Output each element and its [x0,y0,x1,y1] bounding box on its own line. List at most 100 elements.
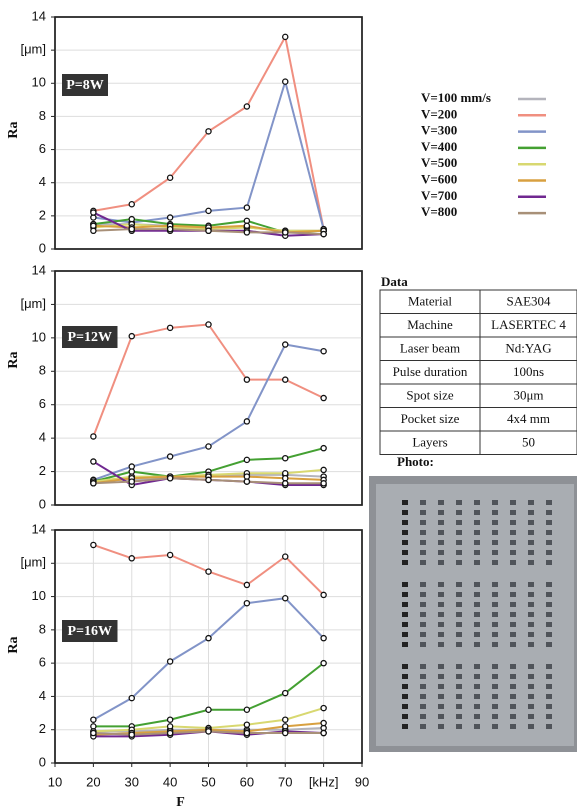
y-tick-label: 0 [39,754,46,769]
data-point [320,591,327,599]
y-tick-label: 10 [32,329,46,344]
x-tick-label: [kHz] [309,774,339,789]
table-text: SAE304 [506,294,551,309]
photo-pocket [456,500,462,505]
data-point [90,209,97,216]
data-point [128,731,135,738]
photo-pocket [402,694,408,699]
photo-pocket [456,664,462,669]
photo-pocket [510,540,516,545]
plot-area [54,270,363,506]
data-point [128,478,135,485]
data-point [320,466,327,474]
photo-pocket [438,704,444,709]
legend-label: V=500 [421,155,457,170]
photo-pocket [402,714,408,719]
plot-frame [54,270,363,506]
data-point [243,478,251,485]
photo-pocket [456,520,462,525]
photo-pocket [510,664,516,669]
photo-pocket [456,510,462,515]
y-tick-label: 6 [39,396,46,411]
photo-pocket [402,500,408,505]
photo-pocket [420,674,426,679]
legend-label: V=100 mm/s [421,90,491,105]
data-point [281,454,289,462]
photo-pocket [528,550,534,555]
photo-pocket [528,684,534,689]
photo-pocket [438,632,444,637]
x-axis-label: F [176,795,185,810]
photo-pocket [528,724,534,729]
photo-pocket [420,602,426,607]
y-tick-label: 2 [39,207,46,222]
photo-pocket [528,674,534,679]
photo-pocket [420,622,426,627]
data-point [205,128,212,135]
panel-label-text: P=16W [67,624,112,639]
x-tick-label: 20 [86,774,100,789]
photo-pocket [492,560,498,565]
photo-pocket [456,622,462,627]
photo-pocket [420,642,426,647]
photo-pocket [474,510,480,515]
photo-pocket [456,684,462,689]
photo-pocket [456,582,462,587]
y-tick-label: 2 [39,463,46,478]
photo-pocket [402,602,408,607]
photo-pocket [438,622,444,627]
y-tick-label: 4 [39,430,46,445]
photo-pocket [510,694,516,699]
data-point [243,721,251,728]
table-text: Nd:YAG [505,341,551,356]
photo-pocket [510,714,516,719]
y-tick-label: 4 [39,174,46,189]
data-point [281,729,289,737]
data-point [281,78,289,85]
data-point [90,716,97,723]
photo-pocket [528,714,534,719]
data-point [320,719,327,727]
x-tick-label: 10 [48,774,62,789]
data-point [166,225,174,233]
photo-pocket [402,684,408,689]
photo-pocket [438,612,444,617]
table-text: Pulse duration [393,364,468,379]
x-tick-label: 60 [240,774,254,789]
photo-pocket [402,510,408,515]
data-point [205,476,212,484]
photo-pocket [456,602,462,607]
photo-pocket [528,664,534,669]
photo-pocket [546,520,552,525]
x-tick-label: 50 [201,774,215,789]
photo-pocket [402,582,408,587]
photo-pocket [492,500,498,505]
photo-pocket [546,642,552,647]
photo-pocket [510,674,516,679]
photo-pocket [456,704,462,709]
photo-pocket [492,704,498,709]
data-point [166,716,174,723]
data-point [243,229,251,236]
photo-pocket [546,530,552,535]
photo-pocket [456,632,462,637]
photo-pocket [528,622,534,627]
table-text: Spot size [406,388,454,403]
data-point [320,444,327,452]
photo-pocket [528,530,534,535]
photo-pocket [528,704,534,709]
photo-pocket [546,612,552,617]
photo-pocket [474,664,480,669]
photo-pocket [474,694,480,699]
photo-pocket [546,592,552,597]
y-tick-label: 8 [39,621,46,636]
data-point [90,433,97,440]
photo-pocket [438,674,444,679]
table-text: 4x4 mm [507,411,550,426]
y-tick-label: 0 [39,240,46,255]
photo-pocket [456,560,462,565]
legend-label: V=400 [421,139,457,154]
table-text: 100ns [513,364,544,379]
table-text: Material [408,294,452,309]
y-tick-label: 2 [39,721,46,736]
